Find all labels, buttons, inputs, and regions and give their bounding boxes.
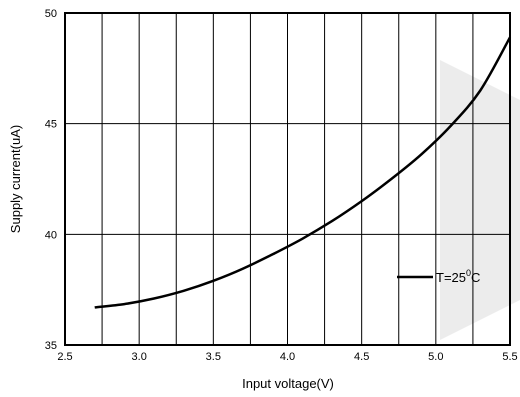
plot-frame <box>64 12 511 346</box>
y-tick-labels: 35 40 45 50 <box>45 8 57 352</box>
legend-label: T=250C <box>436 268 480 285</box>
legend: T=250C <box>397 268 480 285</box>
x-tick-label: 4.0 <box>280 351 295 363</box>
x-tick-label: 5.5 <box>502 351 517 363</box>
legend-label-sup: 0 <box>466 268 471 278</box>
series-group <box>94 36 512 309</box>
x-tick-labels: 2.5 3.0 3.5 4.0 4.5 5.0 5.5 <box>57 351 517 363</box>
legend-label-tail: C <box>471 270 480 285</box>
legend-label-main: T=25 <box>436 270 466 285</box>
watermark-shape <box>440 60 520 340</box>
x-axis-label: Input voltage(V) <box>242 376 334 391</box>
x-tick-label: 3.5 <box>206 351 221 363</box>
y-tick-label: 45 <box>45 119 57 131</box>
series-line <box>94 36 512 309</box>
y-tick-label: 50 <box>45 8 57 20</box>
x-tick-label: 3.0 <box>132 351 147 363</box>
y-tick-label: 40 <box>45 229 57 241</box>
y-tick-label: 35 <box>45 340 57 352</box>
x-tick-label: 4.5 <box>354 351 369 363</box>
y-axis-label: Supply current(uA) <box>8 125 23 233</box>
x-tick-label: 5.0 <box>428 351 443 363</box>
x-tick-label: 2.5 <box>57 351 72 363</box>
